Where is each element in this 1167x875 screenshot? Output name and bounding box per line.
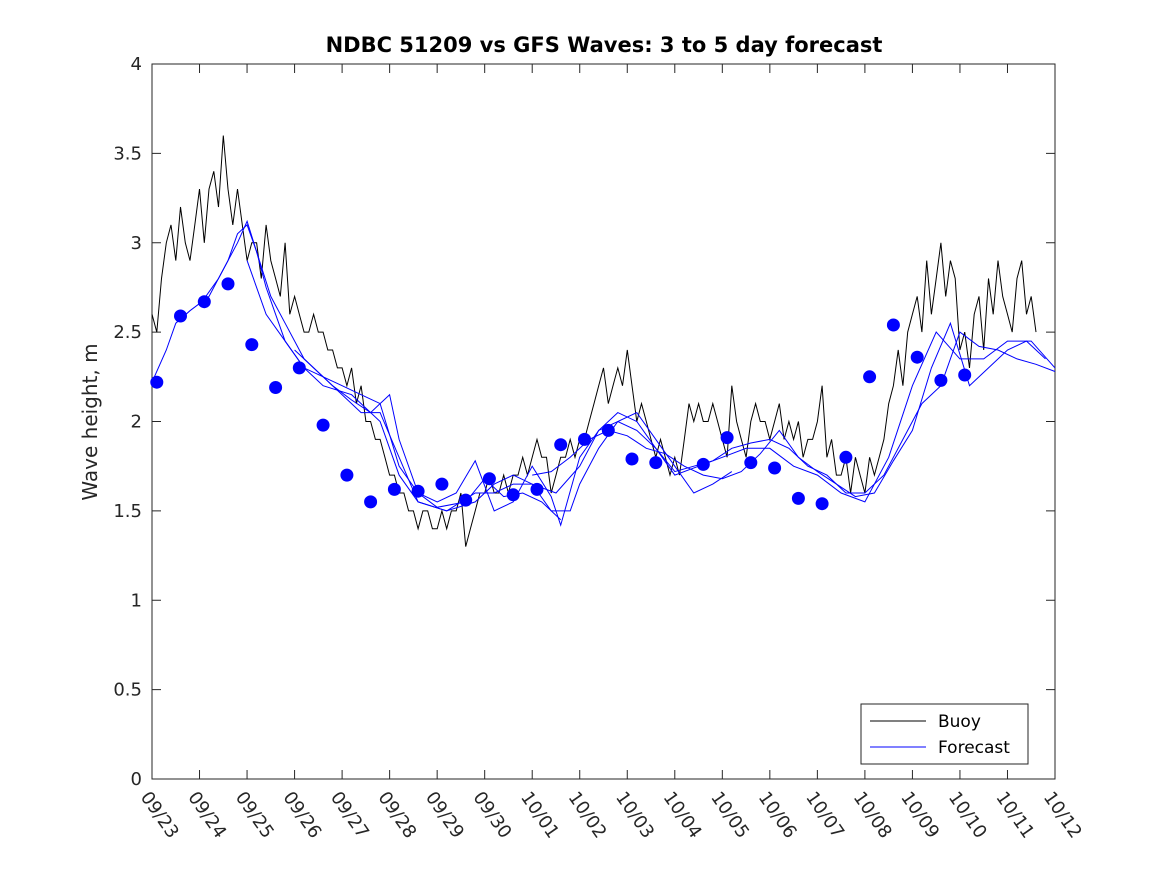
forecast-point	[506, 488, 520, 502]
y-tick-label: 3	[131, 233, 142, 254]
forecast-point	[696, 457, 710, 471]
forecast-point	[815, 497, 829, 511]
series-group	[150, 135, 1056, 547]
forecast-point	[197, 295, 211, 309]
forecast-point	[649, 456, 663, 470]
forecast-point	[958, 368, 972, 382]
forecast-point	[411, 484, 425, 498]
buoy-series-line	[151, 135, 1037, 547]
forecast-series-line	[532, 321, 1046, 498]
legend-box	[860, 703, 1029, 765]
y-tick-label: 2	[131, 412, 142, 433]
forecast-point	[863, 370, 877, 384]
axis-ticks	[151, 63, 1056, 780]
y-tick-label: 0	[131, 769, 142, 790]
y-tick-label: 4	[131, 54, 142, 75]
y-tick-labels: 0 0.5 1 1.5 2 2.5 3 3.5 4	[113, 54, 142, 790]
forecast-point	[387, 482, 401, 496]
forecast-point	[292, 361, 306, 375]
forecast-point	[269, 381, 283, 394]
y-axis-label: Wave height, m	[78, 343, 102, 500]
forecast-point	[435, 477, 449, 491]
forecast-point	[839, 450, 853, 464]
forecast-point	[934, 373, 948, 387]
forecast-point	[340, 468, 354, 482]
y-tick-label: 0.5	[113, 680, 142, 701]
forecast-series-line	[199, 219, 562, 521]
legend: Buoy Forecast	[860, 703, 1029, 765]
forecast-point	[245, 338, 259, 352]
y-tick-label: 1	[131, 590, 142, 611]
forecast-point	[910, 350, 924, 364]
forecast-point	[364, 495, 378, 509]
plot-area	[151, 63, 1056, 780]
y-tick-label: 1.5	[113, 501, 142, 522]
forecast-point	[554, 438, 568, 452]
forecast-point	[744, 456, 758, 470]
y-tick-label: 2.5	[113, 322, 142, 343]
forecast-point	[221, 277, 235, 291]
forecast-point	[886, 318, 900, 332]
forecast-point	[720, 431, 734, 445]
forecast-point	[316, 418, 330, 432]
forecast-point	[530, 482, 544, 496]
forecast-series-line	[151, 224, 1056, 512]
forecast-point	[768, 461, 782, 475]
forecast-point	[601, 423, 615, 437]
chart-title: NDBC 51209 vs GFS Waves: 3 to 5 day fore…	[326, 33, 883, 57]
forecast-point	[459, 493, 473, 507]
forecast-point	[625, 452, 639, 466]
legend-forecast-label: Forecast	[938, 738, 1010, 758]
forecast-point	[174, 309, 187, 323]
forecast-series-line	[294, 331, 1056, 527]
forecast-point	[791, 491, 805, 505]
legend-buoy-label: Buoy	[938, 712, 981, 732]
forecast-point	[482, 472, 496, 486]
y-tick-label: 3.5	[113, 143, 142, 164]
forecast-point	[150, 375, 164, 389]
forecast-point	[578, 432, 591, 446]
